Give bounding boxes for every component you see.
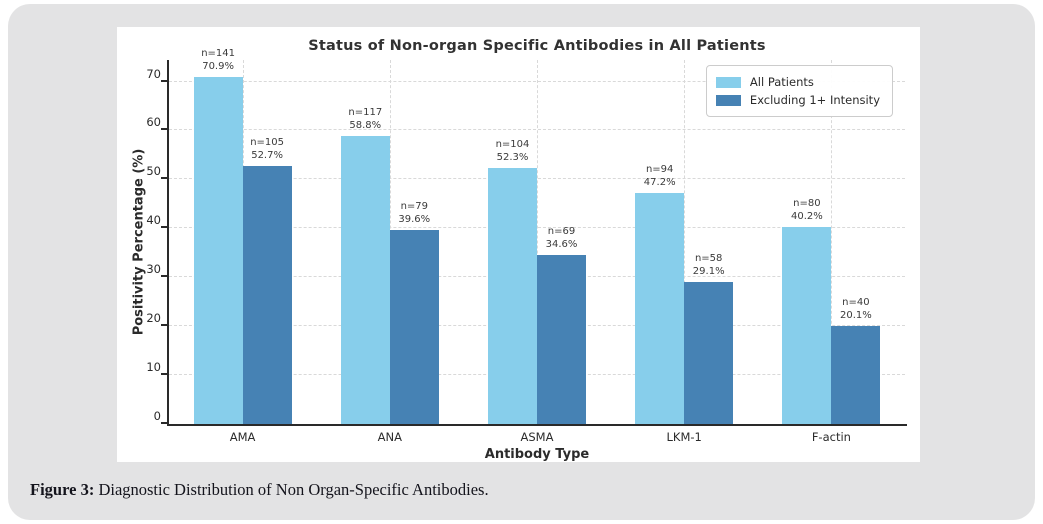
y-tick-label-10: 10 xyxy=(146,360,161,375)
bar-value-label-LKM-1-excluding-intensity: n=58 29.1% xyxy=(692,252,725,277)
x-axis-label: Antibody Type xyxy=(484,447,590,462)
bar-value-label-LKM-1-all-patients: n=94 47.2% xyxy=(643,164,676,189)
bar-value-label-F-actin-all-patients: n=80 40.2% xyxy=(791,198,823,223)
figure-caption: Figure 3: Diagnostic Distribution of Non… xyxy=(30,480,489,500)
x-tick-label-ASMA: ASMA xyxy=(520,430,554,444)
x-tick-label-ANA: ANA xyxy=(377,430,402,444)
legend-swatch-excluding-intensity xyxy=(715,94,741,106)
chart-panel: Status of Non-organ Specific Antibodies … xyxy=(117,27,920,462)
bar-AMA-excluding-intensity xyxy=(242,166,292,424)
y-tick-mark-40 xyxy=(161,226,167,229)
bar-F-actin-excluding-intensity xyxy=(831,325,881,424)
vertical-gridline-ASMA xyxy=(537,60,538,424)
legend-label-excluding-intensity: Excluding 1+ Intensity xyxy=(749,93,880,107)
y-tick-label-0: 0 xyxy=(153,409,161,423)
bar-LKM-1-all-patients xyxy=(635,193,685,424)
bar-AMA-all-patients xyxy=(193,77,243,424)
y-tick-mark-50 xyxy=(161,177,167,180)
legend-swatch-all-patients xyxy=(715,76,741,88)
y-tick-mark-30 xyxy=(161,275,167,278)
y-axis-spine xyxy=(167,60,169,426)
y-tick-label-20: 20 xyxy=(146,311,161,326)
y-tick-mark-0 xyxy=(161,422,167,424)
bar-value-label-ANA-all-patients: n=117 58.8% xyxy=(348,107,383,132)
y-tick-label-60: 60 xyxy=(146,115,161,130)
figure-caption-text: Diagnostic Distribution of Non Organ-Spe… xyxy=(94,480,489,499)
y-tick-label-70: 70 xyxy=(146,66,161,81)
y-tick-mark-20 xyxy=(161,324,167,327)
y-tick-mark-60 xyxy=(161,128,167,131)
chart-legend: All Patients Excluding 1+ Intensity xyxy=(705,65,893,117)
y-tick-label-40: 40 xyxy=(146,213,161,228)
x-axis-spine xyxy=(167,424,907,426)
bar-value-label-ASMA-excluding-intensity: n=69 34.6% xyxy=(545,225,578,250)
bar-value-label-ANA-excluding-intensity: n=79 39.6% xyxy=(398,201,431,226)
bar-value-label-F-actin-excluding-intensity: n=40 20.1% xyxy=(840,296,872,321)
x-tick-label-F-actin: F-actin xyxy=(811,430,851,444)
legend-label-all-patients: All Patients xyxy=(749,75,814,89)
figure-caption-prefix: Figure 3: xyxy=(30,480,95,499)
bar-F-actin-all-patients xyxy=(782,227,832,424)
vertical-gridline-LKM-1 xyxy=(684,60,686,424)
plot-area: All Patients Excluding 1+ Intensity 0 10 2… xyxy=(146,48,907,444)
bar-ASMA-all-patients xyxy=(488,168,537,424)
y-tick-label-50: 50 xyxy=(146,164,161,179)
legend-entry-all-patients: All Patients xyxy=(715,73,880,91)
chart-title: Status of Non-organ Specific Antibodies … xyxy=(308,38,766,54)
y-tick-mark-70 xyxy=(161,79,167,82)
y-tick-mark-10 xyxy=(161,373,167,376)
bar-ANA-all-patients xyxy=(340,136,390,424)
legend-entry-excluding-intensity: Excluding 1+ Intensity xyxy=(715,91,880,109)
bar-value-label-AMA-excluding-intensity: n=105 52.7% xyxy=(250,137,284,162)
bar-value-label-ASMA-all-patients: n=104 52.3% xyxy=(495,139,530,164)
bar-value-label-AMA-all-patients: n=141 70.9% xyxy=(201,48,235,73)
bar-ANA-excluding-intensity xyxy=(389,230,439,424)
bar-LKM-1-excluding-intensity xyxy=(684,281,734,424)
x-tick-label-AMA: AMA xyxy=(229,430,256,444)
y-tick-label-30: 30 xyxy=(146,262,161,277)
x-tick-label-LKM-1: LKM-1 xyxy=(666,430,702,444)
bar-ASMA-excluding-intensity xyxy=(537,254,586,424)
vertical-gridline-F-actin xyxy=(831,60,833,424)
